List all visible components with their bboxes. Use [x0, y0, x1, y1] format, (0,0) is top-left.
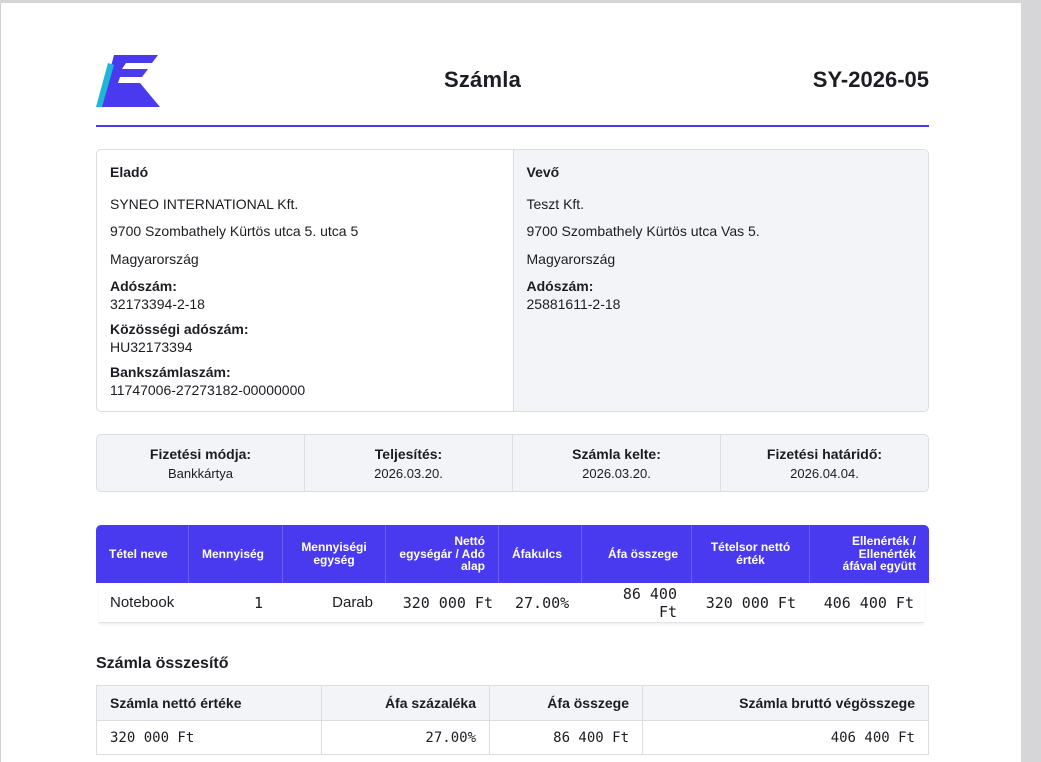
summary-vat-amount-value: 86 400 Ft [489, 721, 642, 754]
invoice-date-cell: Számla kelte: 2026.03.20. [512, 435, 720, 491]
summary-net-value: 320 000 Ft [110, 729, 195, 746]
document-title: Számla [443, 67, 522, 92]
col-gross: Ellenérték / Ellenérték áfával együtt [809, 525, 929, 583]
cell-line-net: 320 000 Ft [705, 593, 796, 612]
seller-tax-number: 32173394-2-18 [110, 295, 205, 312]
buyer-country: Magyarország [526, 250, 616, 267]
summary-gross-value: 406 400 Ft [642, 721, 928, 754]
buyer-name: Teszt Kft. [526, 195, 585, 212]
invoice-date-value: 2026.03.20. [582, 466, 651, 481]
summary-col-gross: Számla bruttó végösszege [642, 686, 928, 720]
header-divider [96, 125, 929, 127]
cell-vat-rate: 27.00% [515, 593, 570, 612]
window-top-strip [0, 0, 1041, 3]
fulfillment-date-value: 2026.03.20. [374, 466, 443, 481]
seller-eu-tax-number: HU32173394 [110, 338, 193, 355]
seller-bank-account: 11747006-27273182-00000000 [110, 381, 306, 398]
company-logo [96, 53, 160, 109]
parties-panel: Eladó SYNEO INTERNATIONAL Kft. 9700 Szom… [96, 149, 929, 412]
summary-table: Számla nettó értéke Áfa százaléka Áfa ös… [96, 685, 929, 755]
fulfillment-date-cell: Teljesítés: 2026.03.20. [304, 435, 512, 491]
seller-tax-label: Adószám: [110, 278, 177, 294]
cell-vat-amount: 86 400 Ft [622, 584, 677, 621]
buyer-tax-number: 25881611-2-18 [526, 295, 621, 312]
buyer-tax-label: Adószám: [526, 278, 594, 294]
invoice-number: SY-2026-05 [812, 67, 929, 92]
payment-method-label: Fizetési módja: [149, 446, 252, 462]
due-date-label: Fizetési határidő: [766, 446, 883, 462]
summary-row: 320 000 Ft 27.00% 86 400 Ft 406 400 Ft [97, 721, 928, 754]
payment-method-value: Bankkártya [167, 466, 234, 481]
cell-quantity: 1 [253, 593, 263, 612]
cell-unit: Darab [332, 594, 373, 611]
col-line-net: Tételsor nettó érték [691, 525, 809, 583]
seller-bank-label: Bankszámlaszám: [110, 364, 231, 380]
seller-eu-tax-label: Közösségi adószám: [110, 321, 249, 337]
seller-block: Eladó SYNEO INTERNATIONAL Kft. 9700 Szom… [97, 150, 513, 411]
seller-address: 9700 Szombathely Kürtös utca 5. utca 5 [110, 223, 359, 239]
due-date-cell: Fizetési határidő: 2026.04.04. [720, 435, 928, 491]
items-table: Tétel neve Mennyiség Mennyiségi egység N… [96, 525, 929, 623]
col-unit-price: Nettó egységár / Adó alap [385, 525, 498, 583]
buyer-address: 9700 Szombathely Kürtös utca Vas 5. [526, 223, 760, 239]
col-unit: Mennyiségi egység [282, 525, 385, 583]
summary-title: Számla összesítő [96, 655, 229, 672]
table-row: Notebook 1 Darab 320 000 Ft 27.00% 86 40… [99, 583, 924, 623]
invoice-date-label: Számla kelte: [572, 446, 661, 462]
col-vat-rate: Áfakulcs [498, 525, 581, 583]
cell-gross: 406 400 Ft [823, 593, 914, 612]
summary-header: Számla nettó értéke Áfa százaléka Áfa ös… [97, 686, 928, 721]
summary-col-vat-rate: Áfa százaléka [321, 686, 489, 720]
cell-item-name: Notebook [110, 594, 175, 611]
col-vat-amount: Áfa összege [581, 525, 691, 583]
payment-info-bar: Fizetési módja: Bankkártya Teljesítés: 2… [96, 434, 929, 492]
summary-col-vat-amount: Áfa összege [489, 686, 642, 720]
fulfillment-date-label: Teljesítés: [374, 446, 443, 462]
col-quantity: Mennyiség [188, 525, 282, 583]
buyer-block: Vevő Teszt Kft. 9700 Szombathely Kürtös … [512, 150, 928, 411]
summary-col-net: Számla nettó értéke [110, 695, 242, 711]
seller-country: Magyarország [110, 250, 199, 267]
items-table-header: Tétel neve Mennyiség Mennyiségi egység N… [96, 525, 929, 583]
cell-unit-price: 320 000 Ft [402, 593, 493, 612]
summary-vat-rate-value: 27.00% [321, 721, 489, 754]
buyer-heading: Vevő [526, 164, 560, 180]
invoice-header: Számla SY-2026-05 [96, 51, 929, 111]
payment-method-cell: Fizetési módja: Bankkártya [97, 435, 304, 491]
invoice-page: Számla SY-2026-05 Eladó SYNEO INTERNATIO… [0, 3, 1021, 762]
seller-name: SYNEO INTERNATIONAL Kft. [110, 195, 299, 212]
seller-heading: Eladó [110, 164, 149, 180]
due-date-value: 2026.04.04. [790, 466, 859, 481]
col-item-name: Tétel neve [109, 546, 168, 561]
